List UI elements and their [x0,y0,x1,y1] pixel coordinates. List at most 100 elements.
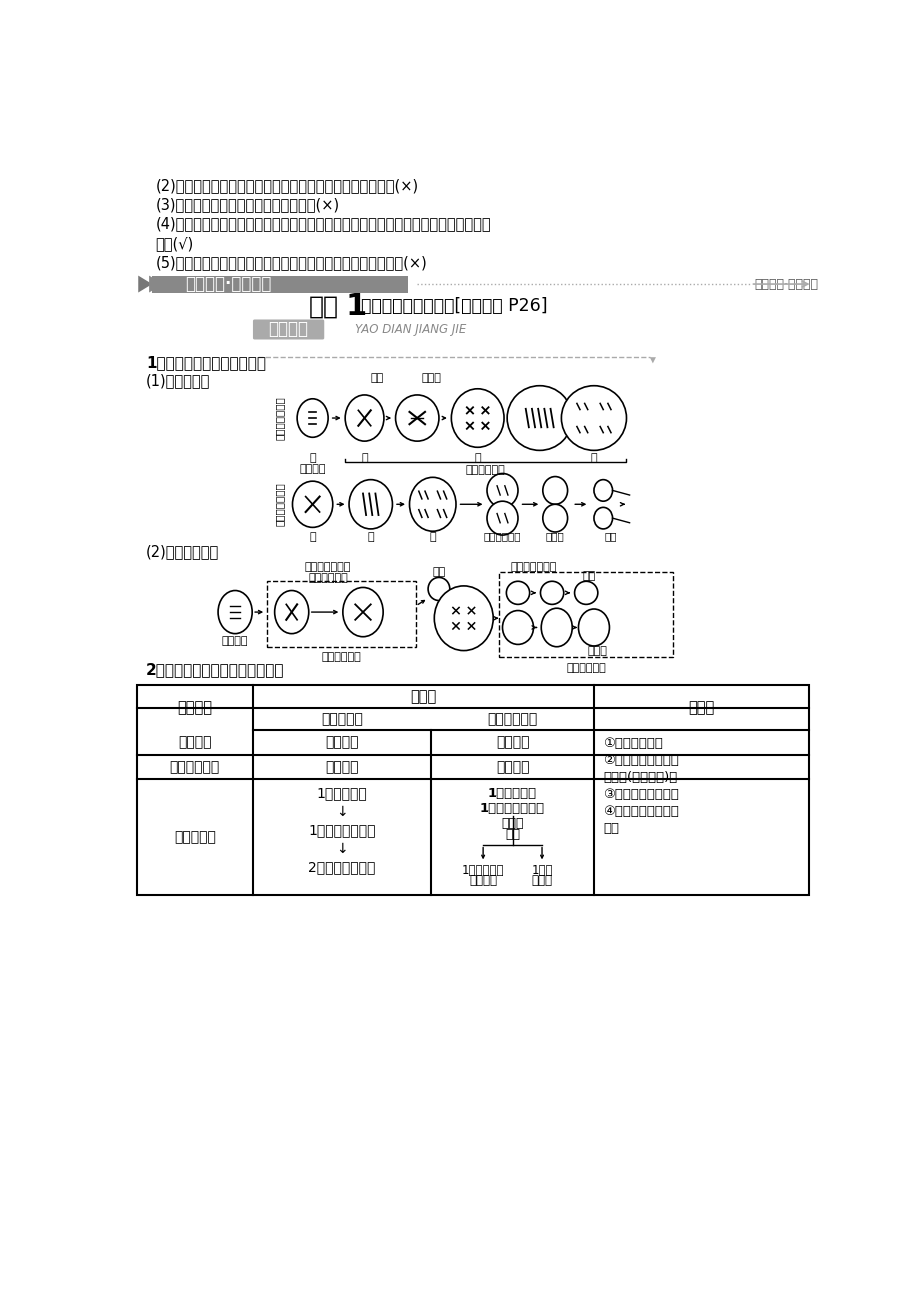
Text: 卵细胞的形成: 卵细胞的形成 [487,712,537,727]
Ellipse shape [486,501,517,535]
Text: 极体: 极体 [582,570,596,581]
Text: 等的(√): 等的(√) [155,236,193,251]
Ellipse shape [594,508,612,529]
Text: 精细胞: 精细胞 [545,531,564,542]
Text: 动物睾丸: 动物睾丸 [325,736,358,749]
Text: 主题: 主题 [309,294,338,319]
Ellipse shape [486,474,517,508]
Text: 精子: 精子 [604,531,617,542]
Text: (2)卵细胞的形成: (2)卵细胞的形成 [146,544,219,560]
Text: (2)初级卵母细胞、次级卵母细胞和极体的分裂都是不均等的(×): (2)初级卵母细胞、次级卵母细胞和极体的分裂都是不均等的(×) [155,178,418,193]
Polygon shape [149,276,163,293]
Text: 不同点: 不同点 [410,689,437,704]
Text: 2．精子和卵细胞形成过程的比较: 2．精子和卵细胞形成过程的比较 [146,663,284,677]
Ellipse shape [395,395,438,441]
Text: 重难解读·讲练互动: 重难解读·讲练互动 [185,275,271,293]
Ellipse shape [297,398,328,437]
Text: (1)精子的形成: (1)精子的形成 [146,374,210,388]
FancyBboxPatch shape [253,319,323,340]
Text: 减数第一次分裂: 减数第一次分裂 [275,396,285,440]
Text: 分裂: 分裂 [505,828,519,841]
Ellipse shape [594,479,612,501]
Text: 前: 前 [309,531,315,542]
Text: 1个精原细胞: 1个精原细胞 [316,786,367,799]
Text: 后: 后 [429,531,436,542]
Text: ①染色体复制；: ①染色体复制； [603,737,663,750]
Ellipse shape [292,482,333,527]
Ellipse shape [502,611,533,644]
Text: 初级精母细胞: 初级精母细胞 [465,465,505,475]
Text: ③同源染色体分离；: ③同源染色体分离； [603,788,678,801]
Text: 四分体: 四分体 [421,372,440,383]
Text: 的极体: 的极体 [531,875,552,887]
Text: 相同点: 相同点 [687,700,714,715]
Text: 极体: 极体 [432,568,445,577]
Text: 间: 间 [309,453,315,464]
Text: 不均等: 不均等 [501,818,523,831]
Ellipse shape [506,385,572,450]
Text: 1个大的次级: 1个大的次级 [461,863,504,876]
Text: (4)卵细胞与精子形成过程的最大区别在于初级卵母细胞和次级卵母细胞的分裂是不均: (4)卵细胞与精子形成过程的最大区别在于初级卵母细胞和次级卵母细胞的分裂是不均 [155,216,491,232]
Text: 初级卵母细胞: 初级卵母细胞 [321,652,361,663]
Bar [137,685,808,894]
Text: 次级精母细胞: 次级精母细胞 [483,531,521,542]
Text: 卵母细胞: 卵母细胞 [469,875,496,887]
Text: 减半: 减半 [603,822,618,835]
Polygon shape [138,276,152,293]
Text: 1．精子与卵细胞的产生过程: 1．精子与卵细胞的产生过程 [146,355,266,370]
Ellipse shape [540,608,572,647]
Text: 产生部位: 产生部位 [178,736,211,749]
Text: 1: 1 [345,292,366,320]
Text: 配对、四分体: 配对、四分体 [308,573,347,583]
Text: 2个次级精母细胞: 2个次级精母细胞 [308,859,375,874]
Text: (5)一个精原细胞和一个卵原细胞经过减数分裂均形成四个配子(×): (5)一个精原细胞和一个卵原细胞经过减数分裂均形成四个配子(×) [155,255,426,270]
Text: ↓: ↓ [336,841,347,855]
Text: 卵细胞: 卵细胞 [586,646,607,656]
Text: 中: 中 [367,531,374,542]
Ellipse shape [345,395,383,441]
Text: 卵原细胞: 卵原细胞 [221,637,248,646]
Text: 1个小: 1个小 [530,863,552,876]
Text: 精子与卵细胞的产生[学生用书 P26]: 精子与卵细胞的产生[学生用书 P26] [361,297,548,315]
Text: 精原细胞: 精原细胞 [325,760,358,773]
Text: 后: 后 [590,453,596,464]
Ellipse shape [542,477,567,504]
Polygon shape [649,357,655,363]
Text: 1个卵原细胞: 1个卵原细胞 [487,786,537,799]
Text: 第一次分裂: 第一次分裂 [174,829,216,844]
Ellipse shape [275,591,309,634]
Text: 要点讲解: 要点讲解 [268,320,308,339]
Ellipse shape [218,591,252,634]
Ellipse shape [434,586,493,651]
Ellipse shape [451,389,504,448]
Ellipse shape [343,587,382,637]
Ellipse shape [561,385,626,450]
Text: 精原细胞: 精原细胞 [299,464,325,474]
Text: YAO DIAN JIANG JIE: YAO DIAN JIANG JIE [355,323,466,336]
Ellipse shape [348,479,392,529]
Text: 师生互动·核心突破: 师生互动·核心突破 [754,277,818,290]
Ellipse shape [409,478,456,531]
Ellipse shape [505,581,529,604]
Text: 精子的形成: 精子的形成 [321,712,363,727]
Ellipse shape [542,504,567,533]
Text: 配对: 配对 [370,372,383,383]
Text: 中: 中 [474,453,481,464]
Text: 1个初级卵母细胞: 1个初级卵母细胞 [480,802,545,815]
Ellipse shape [539,581,563,604]
Text: ②配对、四分体、交: ②配对、四分体、交 [603,754,678,767]
Text: 叉互換(可能发生)；: 叉互換(可能发生)； [603,771,676,784]
Text: 比较项目: 比较项目 [177,700,212,715]
Text: 原始生殖细胞: 原始生殖细胞 [169,760,220,773]
Ellipse shape [574,581,597,604]
Text: 动物卵巢: 动物卵巢 [495,736,528,749]
Text: 1个初级精母细胞: 1个初级精母细胞 [308,823,376,837]
Text: 减数第一次分裂: 减数第一次分裂 [304,562,351,573]
Text: ↓: ↓ [336,805,347,819]
Bar [152,276,407,293]
Text: 卵原细胞: 卵原细胞 [495,760,528,773]
Text: 次级卵母细胞: 次级卵母细胞 [566,663,606,673]
Ellipse shape [427,577,449,600]
Text: 减数第二次分裂: 减数第二次分裂 [275,483,285,526]
Text: 减数第二次分裂: 减数第二次分裂 [510,562,556,573]
